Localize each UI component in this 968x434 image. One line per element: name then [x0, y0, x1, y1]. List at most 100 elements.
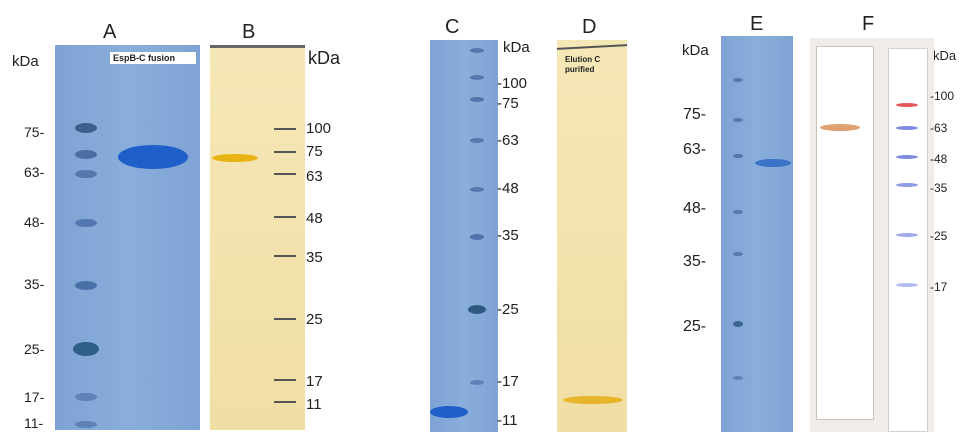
- panel-f-marker-63: -63: [930, 121, 948, 135]
- panel-a-marker-35: 35-: [24, 276, 45, 292]
- panel-f-marker-48: -48: [930, 152, 948, 166]
- panel-b-marker-63: 63: [306, 168, 323, 185]
- low-mw-protein-band: [430, 406, 468, 418]
- panel-b-marker-48: 48: [306, 210, 323, 227]
- ladder-tick: [274, 255, 296, 257]
- panel-a-sample-label: EspB-C fusion: [110, 52, 196, 64]
- ladder-tick: [274, 318, 296, 320]
- panel-c-unit-label: kDa: [503, 39, 530, 56]
- panel-b-marker-35: 35: [306, 249, 323, 266]
- panel-c-marker-48: -48: [497, 180, 519, 197]
- panel-b-marker-17: 17: [306, 373, 323, 390]
- panel-e-marker-48: 48-: [683, 200, 707, 217]
- panel-b-marker-25: 25: [306, 311, 323, 328]
- sample-strip: [816, 46, 874, 420]
- panel-f-marker-25: -25: [930, 229, 948, 243]
- panel-letter-a: A: [103, 21, 117, 43]
- panel-e-marker-35: 35-: [683, 253, 707, 270]
- ladder-tick: [274, 216, 296, 218]
- ladder-band: [470, 75, 484, 80]
- ladder-band: [896, 183, 918, 187]
- panel-a-marker-48: 48-: [24, 214, 45, 230]
- gel-top-edge: [557, 44, 627, 50]
- silver-stained-band: [212, 154, 258, 162]
- panel-c-marker-35: -35: [497, 227, 519, 244]
- panel-letter-e: E: [750, 13, 764, 35]
- panel-b-gel: [210, 45, 305, 430]
- panel-c-gel: [430, 40, 498, 432]
- panel-letter-c: C: [445, 16, 460, 38]
- panel-f-marker-35: -35: [930, 181, 948, 195]
- ladder-band: [470, 48, 484, 53]
- ladder-band: [896, 126, 918, 130]
- panel-b-marker-75: 75: [306, 143, 323, 160]
- panel-c-marker-25: -25: [497, 301, 519, 318]
- panel-b-marker-100: 100: [306, 120, 332, 137]
- ladder-band: [733, 154, 743, 158]
- ladder-band: [470, 97, 484, 102]
- ladder-band: [75, 421, 97, 428]
- panel-e-marker-63: 63-: [683, 141, 707, 158]
- gel-top-edge: [210, 45, 305, 48]
- panel-letter-d: D: [582, 16, 597, 38]
- ladder-band: [470, 187, 484, 192]
- ladder-band: [896, 103, 918, 107]
- ladder-tick: [274, 173, 296, 175]
- panel-letter-b: B: [242, 21, 256, 43]
- ladder-band: [75, 219, 97, 227]
- silver-stained-band: [563, 396, 623, 404]
- ladder-band: [896, 155, 918, 159]
- ladder-band: [75, 281, 97, 290]
- panel-f-membrane: [810, 38, 934, 432]
- ladder-band: [73, 342, 99, 356]
- panel-d-gel: [557, 40, 627, 432]
- ladder-band: [470, 380, 484, 385]
- ladder-band: [896, 233, 918, 237]
- ladder-tick: [274, 151, 296, 153]
- panel-b-unit-label: kDa: [308, 48, 341, 68]
- ladder-band: [75, 123, 97, 133]
- ladder-tick: [274, 128, 296, 130]
- panel-b-marker-11: 11: [306, 396, 322, 413]
- ladder-strip: [888, 48, 928, 432]
- panel-a-marker-63: 63-: [24, 164, 45, 180]
- ladder-band: [896, 283, 918, 287]
- panel-letter-f: F: [862, 13, 875, 35]
- espb-c-fusion-band: [118, 145, 188, 169]
- ladder-tick: [274, 401, 296, 403]
- ladder-band: [733, 78, 743, 82]
- panel-f-unit-label: kDa: [933, 48, 957, 63]
- protein-band: [755, 159, 791, 167]
- ladder-band: [75, 150, 97, 159]
- panel-a-marker-11: 11-: [24, 415, 44, 431]
- panel-c-marker-11: -11: [497, 412, 518, 429]
- western-blot-band: [820, 124, 860, 131]
- ladder-band: [733, 252, 743, 256]
- panel-c-marker-63: -63: [497, 132, 519, 149]
- panel-e-gel: [721, 36, 793, 432]
- panel-c-marker-17: -17: [497, 373, 519, 390]
- panel-c-marker-75: -75: [497, 95, 519, 112]
- ladder-band: [733, 118, 743, 122]
- panel-d-sample-label: Elution C purified: [565, 55, 601, 74]
- panel-a-unit-label: kDa: [12, 53, 39, 70]
- panel-a-gel: [55, 45, 200, 430]
- ladder-band: [733, 376, 743, 380]
- panel-e-marker-75: 75-: [683, 106, 707, 123]
- panel-a-marker-17: 17-: [24, 389, 45, 405]
- panel-f-marker-100: -100: [930, 89, 955, 103]
- ladder-band: [733, 210, 743, 214]
- panel-a-marker-25: 25-: [24, 341, 45, 357]
- panel-f-marker-17: -17: [930, 280, 948, 294]
- ladder-tick: [274, 379, 296, 381]
- ladder-band: [75, 170, 97, 178]
- ladder-band: [75, 393, 97, 401]
- ladder-band: [470, 138, 484, 143]
- panel-e-unit-label: kDa: [682, 42, 709, 59]
- panel-a-marker-75: 75-: [24, 124, 45, 140]
- panel-c-marker-100: -100: [497, 75, 528, 92]
- ladder-band: [470, 234, 484, 240]
- ladder-band: [468, 305, 486, 314]
- panel-e-marker-25: 25-: [683, 318, 707, 335]
- ladder-band: [733, 321, 743, 327]
